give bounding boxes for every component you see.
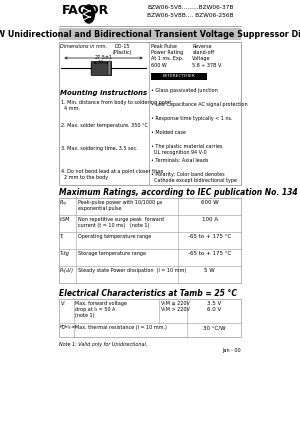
Text: Jan - 00: Jan - 00 [222,348,241,353]
Text: BYTERECTIFIER: BYTERECTIFIER [162,74,195,78]
Text: Maximum Ratings, according to IEC publication No. 134: Maximum Ratings, according to IEC public… [59,188,298,197]
Text: BZW06-5V8.........BZW06-37B: BZW06-5V8.........BZW06-37B [147,5,233,10]
Bar [108,61,111,75]
Text: Peak Pulse
Power Rating
At 1 ms. Exp.
600 W: Peak Pulse Power Rating At 1 ms. Exp. 60… [151,44,183,68]
Text: 3.5 V
6.0 V: 3.5 V 6.0 V [207,301,221,312]
Text: -65 to + 175 °C: -65 to + 175 °C [188,251,231,256]
Bar [59,42,241,185]
Text: VₜM ≤ 220V
VₜM > 220V: VₜM ≤ 220V VₜM > 220V [160,301,190,312]
Text: Steady state Power dissipation  (l = 10 mm): Steady state Power dissipation (l = 10 m… [78,268,186,273]
Text: Reverse
stand-off
Voltage
5.8 ÷ 37B V: Reverse stand-off Voltage 5.8 ÷ 37B V [192,44,222,68]
Text: R₝h(j-a): R₝h(j-a) [60,325,78,329]
Text: Note 1: Valid only for Unidirectional.: Note 1: Valid only for Unidirectional. [59,342,147,347]
Text: IₜSM: IₜSM [60,217,70,222]
Text: DO-15
(Plastic): DO-15 (Plastic) [112,44,132,55]
Text: 600 W Unidirectional and Bidirectional Transient Voltage Suppressor Diodes: 600 W Unidirectional and Bidirectional T… [0,29,300,39]
Text: 4. Do not bend lead at a point closer than
  2 mm to the body: 4. Do not bend lead at a point closer th… [61,169,163,180]
Text: Non repetitive surge peak  forward
current (t = 10 ms)   (note 1): Non repetitive surge peak forward curren… [78,217,164,228]
Text: Mounting instructions: Mounting instructions [60,90,147,96]
Bar [151,73,207,80]
Bar [59,198,241,283]
Text: FAGOR: FAGOR [61,4,109,17]
Text: Pₚₚ: Pₚₚ [60,200,68,205]
Text: Vₜ: Vₜ [60,301,65,306]
Text: 27.5±1: 27.5±1 [94,55,112,60]
Text: -65 to + 175 °C: -65 to + 175 °C [188,234,231,239]
Text: Tⱼ: Tⱼ [60,234,64,239]
Circle shape [83,5,94,23]
Text: • Low Capacitance AC signal protection: • Low Capacitance AC signal protection [151,102,248,107]
Text: Storage temperature range: Storage temperature range [78,251,146,256]
Text: Peak-pulse power with 10/1000 µs
exponential pulse: Peak-pulse power with 10/1000 µs exponen… [78,200,162,211]
Text: 7.5: 7.5 [98,60,104,64]
Text: 600 W: 600 W [201,200,218,205]
Text: 2. Max. solder temperature, 350 °C: 2. Max. solder temperature, 350 °C [61,123,148,128]
Text: • Polarity: Color band denotes
  Cathode except bidirectional type: • Polarity: Color band denotes Cathode e… [151,172,237,183]
Text: Dimensions in mm.: Dimensions in mm. [60,44,107,49]
Text: 3. Max. soldering time, 3.5 sec.: 3. Max. soldering time, 3.5 sec. [61,146,137,151]
Text: 1. Min. distance from body to soldering point:
  4 mm.: 1. Min. distance from body to soldering … [61,100,173,111]
Text: 30 °C/W: 30 °C/W [203,325,226,330]
Bar [91,61,111,75]
Text: • Glass passivated junction: • Glass passivated junction [151,88,218,93]
Text: • Response time typically < 1 ns.: • Response time typically < 1 ns. [151,116,233,121]
Text: BZW06-5V8B.... BZW06-256B: BZW06-5V8B.... BZW06-256B [147,13,233,18]
Text: Max. thermal resistance (l = 10 mm.): Max. thermal resistance (l = 10 mm.) [75,325,167,330]
Text: Tₛtg: Tₛtg [60,251,70,256]
Bar [59,299,241,337]
Text: • Terminals: Axial leads: • Terminals: Axial leads [151,158,208,163]
Text: Operating temperature range: Operating temperature range [78,234,151,239]
Text: • The plastic material carries
  UL recognition 94 V-0: • The plastic material carries UL recogn… [151,144,223,155]
Bar [59,28,241,40]
Text: 100 A: 100 A [202,217,218,222]
Text: Electrical Characteristics at Tamb = 25 °C: Electrical Characteristics at Tamb = 25 … [59,289,237,298]
Text: • Molded case: • Molded case [151,130,186,135]
Text: 5 W: 5 W [204,268,215,273]
Text: Pₙ(ₐV): Pₙ(ₐV) [60,268,74,273]
Text: Max. forward voltage
drop at Iₜ = 50 A
(note 1): Max. forward voltage drop at Iₜ = 50 A (… [75,301,127,317]
